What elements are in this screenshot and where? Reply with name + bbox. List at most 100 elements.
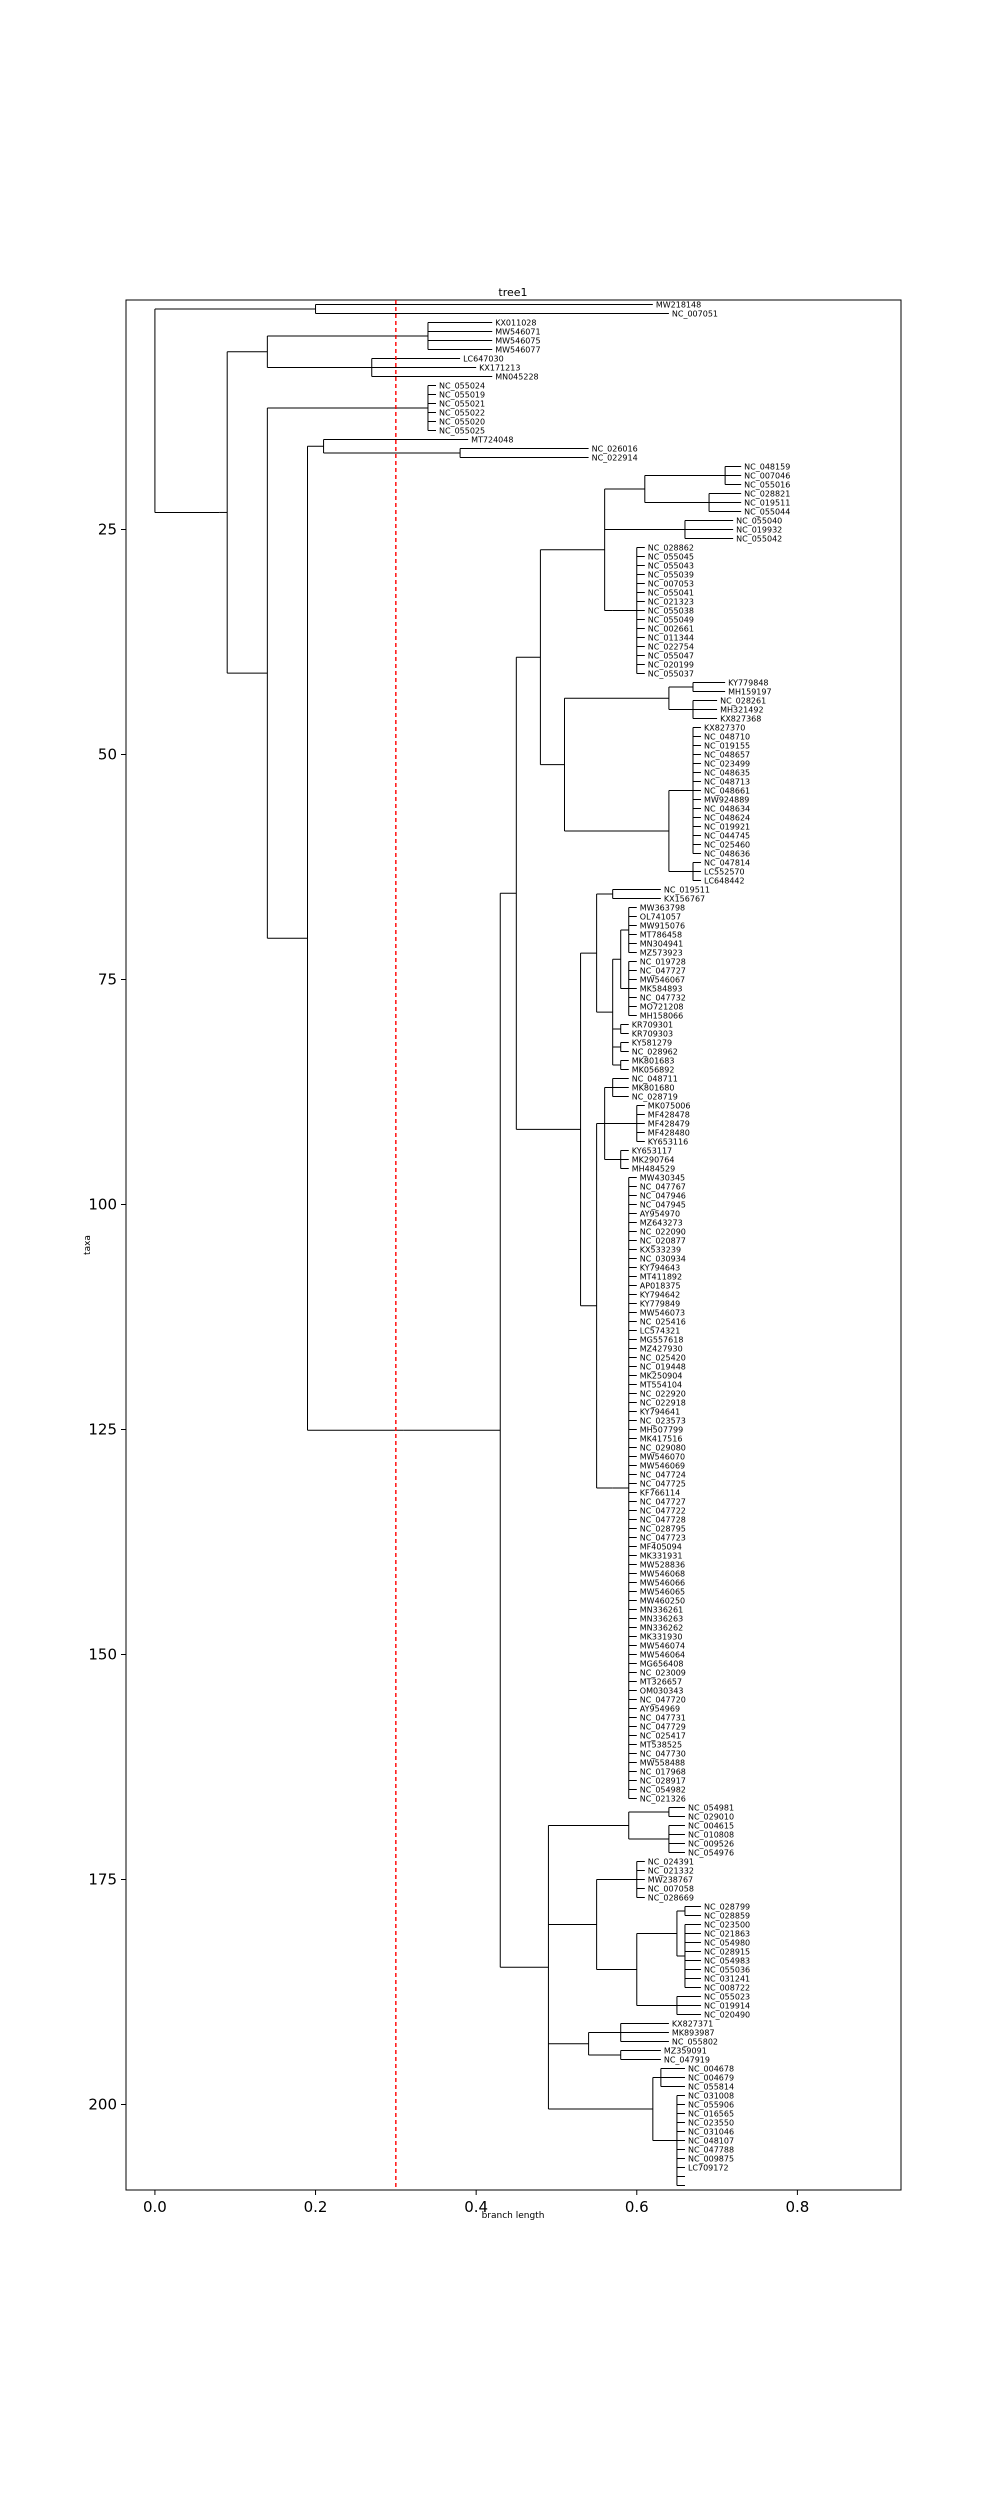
leaf-label: NC_055906 — [688, 2100, 734, 2109]
leaf-label: NC_023499 — [704, 759, 750, 768]
leaf-label: NC_023573 — [640, 1416, 686, 1425]
leaf-label: NC_055020 — [439, 417, 485, 426]
leaf-label: NC_026016 — [592, 444, 638, 453]
leaf-label: NC_047731 — [640, 1713, 686, 1722]
y-tick-label: 25 — [98, 521, 117, 539]
leaf-label: NC_024391 — [648, 1857, 694, 1866]
leaf-label: NC_019511 — [744, 498, 790, 507]
y-axis-title: taxa — [83, 1235, 93, 1255]
leaf-label: MW238767 — [648, 1875, 693, 1884]
leaf-label: NC_047919 — [664, 2055, 710, 2064]
x-tick-label: 0.4 — [464, 2198, 488, 2216]
leaf-label: NC_004678 — [688, 2064, 734, 2073]
leaf-label: MZ643273 — [640, 1218, 683, 1227]
leaf-label: NC_054983 — [704, 1956, 750, 1965]
leaf-label: LC648442 — [704, 876, 745, 885]
leaf-label: NC_055044 — [744, 507, 790, 516]
leaf-label: MT724048 — [471, 435, 513, 444]
leaf-label: NC_025416 — [640, 1317, 686, 1326]
leaf-label: NC_019921 — [704, 822, 750, 831]
leaf-label: NC_048713 — [704, 777, 750, 786]
x-tick-label: 0.0 — [143, 2198, 167, 2216]
leaf-label: NC_021332 — [648, 1866, 694, 1875]
leaf-label: NC_028859 — [704, 1911, 750, 1920]
leaf-label: NC_007046 — [744, 471, 790, 480]
leaf-label: NC_028669 — [648, 1893, 694, 1902]
leaf-label: MK584893 — [640, 984, 683, 993]
leaf-label: MK801683 — [632, 1056, 675, 1065]
leaf-label: NC_055049 — [648, 615, 694, 624]
leaf-label: MK290764 — [632, 1155, 675, 1164]
leaf-label: NC_007051 — [672, 309, 718, 318]
leaf-label: NC_019932 — [736, 525, 782, 534]
leaf-label: MW363798 — [640, 903, 685, 912]
leaf-label: MT786458 — [640, 930, 682, 939]
leaf-label: MK331930 — [640, 1632, 683, 1641]
leaf-label: MH159197 — [728, 687, 771, 696]
leaf-label: KR709301 — [632, 1020, 673, 1029]
leaf-label: MW546074 — [640, 1641, 685, 1650]
leaf-label: KX533239 — [640, 1245, 681, 1254]
leaf-label: NC_047727 — [640, 1497, 686, 1506]
leaf-label: NC_047722 — [640, 1506, 686, 1515]
leaf-label: KY581279 — [632, 1038, 672, 1047]
leaf-label: MH321492 — [720, 705, 763, 714]
leaf-label: MW546070 — [640, 1452, 685, 1461]
leaf-label: NC_047732 — [640, 993, 686, 1002]
leaf-label: NC_019728 — [640, 957, 686, 966]
leaf-label: NC_054980 — [704, 1938, 750, 1947]
leaf-label: KY794641 — [640, 1407, 680, 1416]
leaf-label: OM030343 — [640, 1686, 684, 1695]
leaf-label: MW546073 — [640, 1308, 685, 1317]
leaf-label: NC_055016 — [744, 480, 790, 489]
leaf-label: NC_029080 — [640, 1443, 686, 1452]
leaf-label: MH507799 — [640, 1425, 683, 1434]
leaf-label: NC_020877 — [640, 1236, 686, 1245]
leaf-label: NC_048636 — [704, 849, 750, 858]
leaf-label: NC_048634 — [704, 804, 750, 813]
y-axis: 25 50 75 100 125 150 175 200 — [88, 521, 126, 2114]
leaf-label: NC_022754 — [648, 642, 694, 651]
x-tick-label: 0.2 — [304, 2198, 328, 2216]
leaf-label: NC_048711 — [632, 1074, 678, 1083]
leaf-label: NC_021326 — [640, 1794, 686, 1803]
leaf-label: MN304941 — [640, 939, 683, 948]
leaf-label: MW546065 — [640, 1587, 685, 1596]
leaf-labels: MW218148NC_007051KX011028MW546071MW54607… — [439, 300, 790, 2172]
leaf-label: MW460250 — [640, 1596, 685, 1605]
leaf-label: NC_019448 — [640, 1362, 686, 1371]
plot-frame — [125, 299, 902, 2191]
y-tick-label: 125 — [88, 1421, 117, 1439]
y-tick-label: 150 — [88, 1646, 117, 1664]
leaf-label: NC_017968 — [640, 1767, 686, 1776]
leaf-label: MW546068 — [640, 1569, 685, 1578]
leaf-label: MF428478 — [648, 1110, 690, 1119]
leaf-label: NC_002661 — [648, 624, 694, 633]
leaf-label: NC_007053 — [648, 579, 694, 588]
leaf-label: NC_055041 — [648, 588, 694, 597]
leaf-label: MW546077 — [495, 345, 540, 354]
leaf-label: NC_055039 — [648, 570, 694, 579]
leaf-label: NC_047720 — [640, 1695, 686, 1704]
leaf-label: NC_055021 — [439, 399, 485, 408]
leaf-label: KX827370 — [704, 723, 745, 732]
y-tick-label: 200 — [88, 2096, 117, 2114]
leaf-label: NC_023550 — [688, 2118, 734, 2127]
leaf-label: MZ359091 — [664, 2046, 707, 2055]
leaf-label: NC_011344 — [648, 633, 694, 642]
leaf-label: MG656408 — [640, 1659, 684, 1668]
leaf-label: MW218148 — [656, 300, 701, 309]
leaf-label: NC_047814 — [704, 858, 750, 867]
leaf-label: NC_054981 — [688, 1803, 734, 1812]
leaf-label: LC709172 — [688, 2163, 729, 2172]
leaf-label: NC_028799 — [704, 1902, 750, 1911]
leaf-label: NC_048657 — [704, 750, 750, 759]
leaf-label: MW546069 — [640, 1461, 685, 1470]
chart-title: tree1 — [498, 286, 527, 299]
leaf-label: MN336262 — [640, 1623, 683, 1632]
leaf-label: MN336261 — [640, 1605, 683, 1614]
leaf-label: KY653116 — [648, 1137, 688, 1146]
leaf-label: MT554104 — [640, 1380, 682, 1389]
leaf-label: NC_028862 — [648, 543, 694, 552]
